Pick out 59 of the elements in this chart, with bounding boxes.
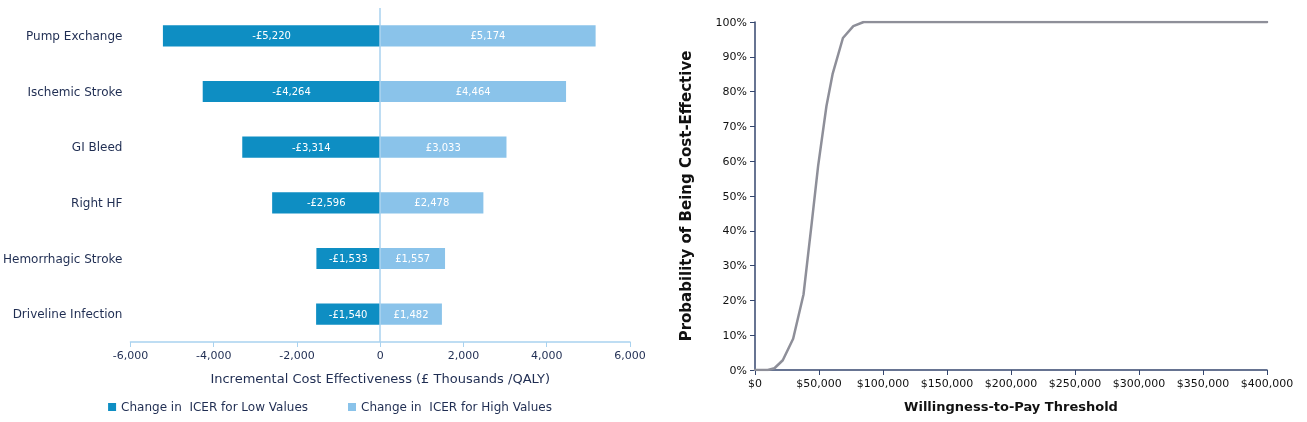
x-tick-label: 6,000 (614, 349, 646, 362)
x-tick-label: $50,000 (796, 377, 842, 390)
x-tick-label: $350,000 (1176, 377, 1230, 390)
x-tick-label: $400,000 (1240, 377, 1294, 390)
x-tick-label: -6,000 (112, 349, 149, 362)
y-tick-label: GI Bleed (71, 140, 123, 155)
legend-label: Change in ICER for High Values (361, 400, 552, 414)
y-tick-label: Ischemic Stroke (27, 84, 123, 99)
y-tick-label: 20% (722, 293, 747, 307)
x-axis-title: Willingness-to-Pay Threshold (904, 399, 1118, 414)
bar (242, 136, 381, 158)
bar (380, 192, 484, 214)
data-label: £1,482 (393, 308, 429, 320)
data-label: £1,557 (395, 253, 431, 264)
x-tick-label: $0 (748, 377, 762, 390)
data-label: -£2,596 (306, 197, 346, 209)
bar (380, 80, 567, 103)
y-tick-label: 50% (722, 189, 747, 203)
bar (272, 192, 381, 214)
data-label: £2,478 (414, 197, 450, 209)
y-axis-title: Probability of Being Cost-Effective (676, 50, 695, 342)
y-tick-label: 90% (722, 50, 747, 64)
line-series (753, 20, 1269, 372)
y-tick-label: Right HF (71, 195, 123, 210)
bar (380, 25, 596, 47)
data-label: £3,033 (425, 141, 461, 153)
y-tick-label: Hemorrhagic Stroke (2, 251, 123, 266)
data-label: -£1,540 (328, 308, 368, 320)
data-label: -£4,264 (272, 86, 311, 97)
y-tick-label: 10% (722, 328, 747, 342)
legend-label: Change in ICER for Low Values (121, 400, 309, 414)
data-label: -£1,533 (329, 253, 368, 264)
data-label: £5,174 (470, 30, 506, 42)
bar (202, 80, 381, 103)
bar (162, 25, 381, 47)
y-tick-label: 30% (722, 259, 747, 273)
y-tick-label: 70% (722, 119, 747, 133)
y-tick-label: 100% (715, 15, 747, 29)
x-tick-label: $250,000 (1048, 377, 1102, 390)
data-label: -£5,220 (252, 30, 291, 42)
x-tick-label: -2,000 (279, 349, 315, 362)
x-axis-title: Incremental Cost Effectiveness (£ Thousands /QALY) (210, 371, 551, 386)
x-tick-label: $300,000 (1112, 377, 1166, 390)
bar (380, 136, 507, 158)
y-tick-label: 0% (729, 363, 747, 377)
y-tick-label: Pump Exchange (26, 28, 123, 43)
x-tick-label: $200,000 (984, 377, 1038, 390)
x-tick-label: $150,000 (920, 377, 974, 390)
x-tick-label: 0 (376, 349, 384, 362)
data-label: -£3,314 (291, 141, 331, 153)
data-label: £4,464 (455, 86, 491, 97)
x-tick-label: -4,000 (195, 349, 232, 362)
x-tick-label: $100,000 (856, 377, 910, 390)
y-tick-label: 60% (722, 154, 747, 168)
y-tick-label: 80% (722, 85, 747, 99)
y-tick-label: 40% (722, 224, 747, 238)
y-tick-label: Driveline Infection (12, 307, 123, 322)
x-tick-label: 4,000 (530, 349, 563, 362)
x-tick-label: 2,000 (447, 349, 480, 362)
